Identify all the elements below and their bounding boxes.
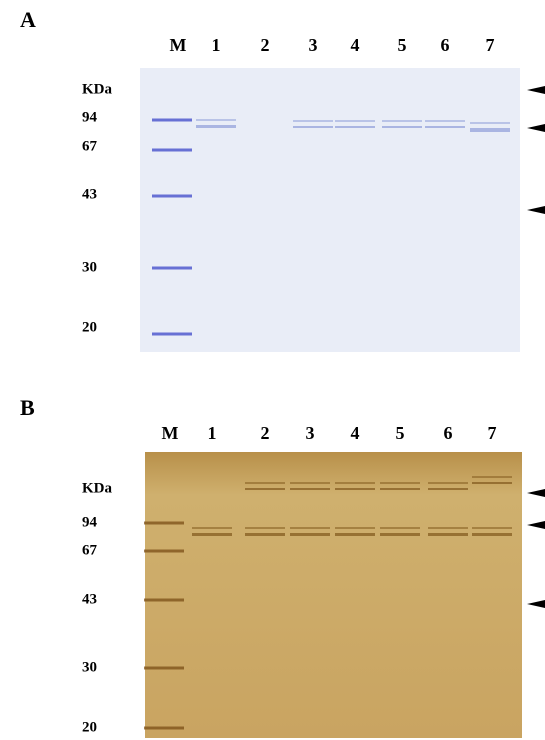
band bbox=[380, 488, 420, 490]
band bbox=[382, 120, 422, 122]
gel-b bbox=[145, 452, 522, 738]
band bbox=[290, 482, 330, 484]
band bbox=[335, 488, 375, 490]
lane-label: 7 bbox=[488, 423, 497, 443]
lane-label: 4 bbox=[351, 423, 360, 443]
band bbox=[196, 125, 236, 128]
band bbox=[428, 488, 468, 490]
marker-band bbox=[144, 667, 184, 670]
band bbox=[472, 482, 512, 484]
marker-label: 30 bbox=[82, 659, 97, 675]
band bbox=[245, 482, 285, 484]
band bbox=[472, 476, 512, 478]
marker-label: 94 bbox=[82, 514, 98, 530]
lane-label: 3 bbox=[309, 35, 318, 55]
band bbox=[335, 120, 375, 122]
lane-label: 3 bbox=[306, 423, 315, 443]
marker-label: 20 bbox=[82, 719, 97, 735]
marker-label: 43 bbox=[82, 591, 97, 607]
band bbox=[380, 482, 420, 484]
band bbox=[425, 120, 465, 122]
band bbox=[470, 128, 510, 132]
band bbox=[472, 527, 512, 529]
gel-a bbox=[140, 68, 520, 352]
unit-label: KDa bbox=[82, 480, 113, 496]
band bbox=[380, 527, 420, 529]
band bbox=[290, 488, 330, 490]
lane-label: 7 bbox=[486, 35, 495, 55]
band bbox=[382, 126, 422, 128]
marker-band bbox=[152, 333, 192, 336]
lane-label: M bbox=[162, 423, 179, 443]
marker-band bbox=[144, 599, 184, 602]
arrow bbox=[527, 206, 545, 214]
band bbox=[245, 488, 285, 490]
lane-label: 1 bbox=[212, 35, 221, 55]
marker-band bbox=[152, 119, 192, 122]
band bbox=[470, 122, 510, 124]
marker-label: 30 bbox=[82, 259, 97, 275]
band bbox=[335, 527, 375, 529]
band bbox=[335, 126, 375, 128]
unit-label: KDa bbox=[82, 81, 113, 97]
lane-label: 2 bbox=[261, 35, 270, 55]
marker-band bbox=[152, 267, 192, 270]
band bbox=[428, 527, 468, 529]
band bbox=[335, 533, 375, 536]
lane-label: 2 bbox=[261, 423, 270, 443]
band bbox=[335, 482, 375, 484]
band bbox=[425, 126, 465, 128]
lane-label: M bbox=[170, 35, 187, 55]
band bbox=[245, 533, 285, 536]
lane-label: 4 bbox=[351, 35, 360, 55]
band bbox=[290, 527, 330, 529]
marker-label: 67 bbox=[82, 138, 98, 154]
band bbox=[293, 120, 333, 122]
marker-band bbox=[144, 522, 184, 525]
arrow bbox=[527, 489, 545, 497]
marker-label: 67 bbox=[82, 542, 98, 558]
marker-band bbox=[152, 195, 192, 198]
lane-label: 1 bbox=[208, 423, 217, 443]
band bbox=[428, 482, 468, 484]
marker-band bbox=[152, 149, 192, 152]
band bbox=[380, 533, 420, 536]
marker-band bbox=[144, 727, 184, 730]
lane-label: 6 bbox=[441, 35, 450, 55]
lane-label: 6 bbox=[444, 423, 453, 443]
band bbox=[245, 527, 285, 529]
marker-label: 43 bbox=[82, 186, 97, 202]
band bbox=[290, 533, 330, 536]
band bbox=[472, 533, 512, 536]
band bbox=[293, 126, 333, 128]
lane-label: 5 bbox=[398, 35, 407, 55]
marker-label: 94 bbox=[82, 109, 98, 125]
band bbox=[196, 119, 236, 121]
marker-label: 20 bbox=[82, 319, 97, 335]
lane-label: 5 bbox=[396, 423, 405, 443]
arrow bbox=[527, 124, 545, 132]
arrow bbox=[527, 521, 545, 529]
arrow bbox=[527, 86, 545, 94]
panel-label: A bbox=[20, 7, 36, 32]
figure: AM1234567KDa9467433020BM1234567KDa946743… bbox=[0, 0, 545, 740]
panel-label: B bbox=[20, 395, 35, 420]
band bbox=[428, 533, 468, 536]
arrow bbox=[527, 600, 545, 608]
band bbox=[192, 527, 232, 529]
band bbox=[192, 533, 232, 536]
marker-band bbox=[144, 550, 184, 553]
